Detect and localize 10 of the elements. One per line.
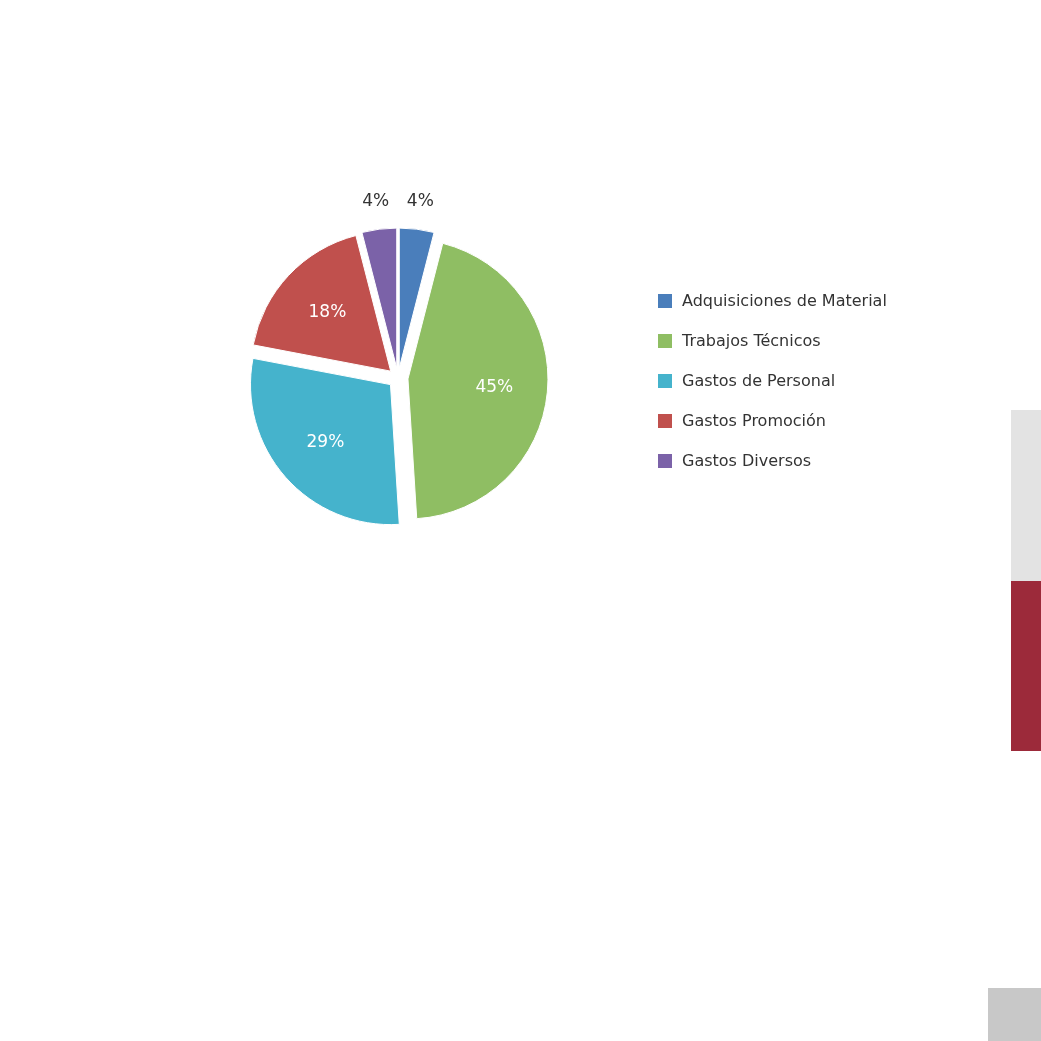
data-label: 29% (306, 431, 345, 452)
legend-label: Adquisiciones de Material (682, 290, 887, 310)
legend-label: Gastos Promoción (682, 410, 826, 430)
legend-label: Gastos de Personal (682, 370, 836, 390)
legend-label: Gastos Diversos (682, 450, 812, 470)
data-label: 4% (362, 190, 390, 211)
legend-label: Trabajos Técnicos (681, 330, 821, 350)
data-label: 4% (406, 190, 434, 211)
data-label: 18% (308, 300, 347, 321)
data-label: 45% (475, 376, 514, 397)
